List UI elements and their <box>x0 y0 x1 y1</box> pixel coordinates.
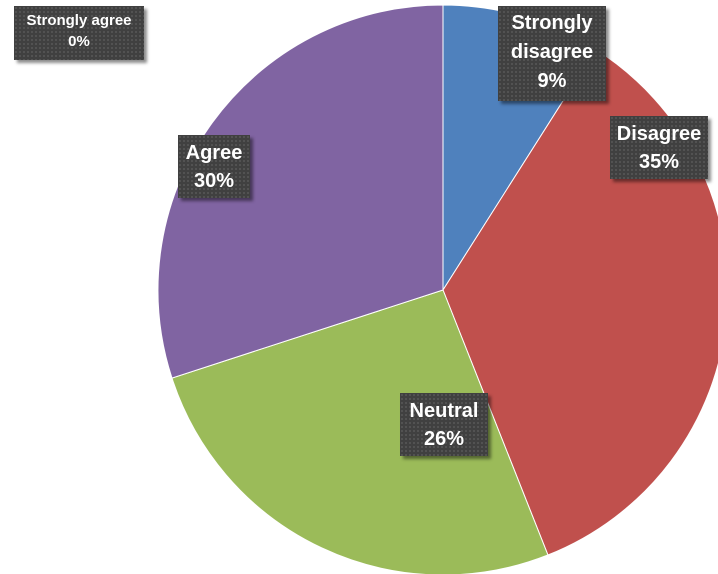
data-label-agree: Agree 30% <box>178 135 250 198</box>
label-category-line-1: Strongly agree <box>26 12 132 29</box>
data-label-disagree: Disagree 35% <box>610 116 708 179</box>
label-percent: 9% <box>537 70 567 92</box>
data-label-neutral: Neutral 26% <box>400 393 488 456</box>
label-percent: 26% <box>423 428 465 450</box>
label-percent: 35% <box>638 151 680 173</box>
label-category-line-1: Agree <box>185 142 243 164</box>
label-category-line-1: Strongly <box>511 12 593 34</box>
pie-slice-agree <box>157 4 444 379</box>
label-category-line-1: Neutral <box>409 400 479 422</box>
label-category-line-2: disagree <box>510 41 594 63</box>
pie-slice-neutral <box>171 289 549 574</box>
data-label-strongly-disagree: Strongly disagree 9% <box>498 6 606 101</box>
label-category-line-1: Disagree <box>616 123 702 145</box>
label-percent: 0% <box>68 33 90 50</box>
data-label-strongly-agree: Strongly agree 0% <box>14 6 144 60</box>
label-percent: 30% <box>193 170 235 192</box>
